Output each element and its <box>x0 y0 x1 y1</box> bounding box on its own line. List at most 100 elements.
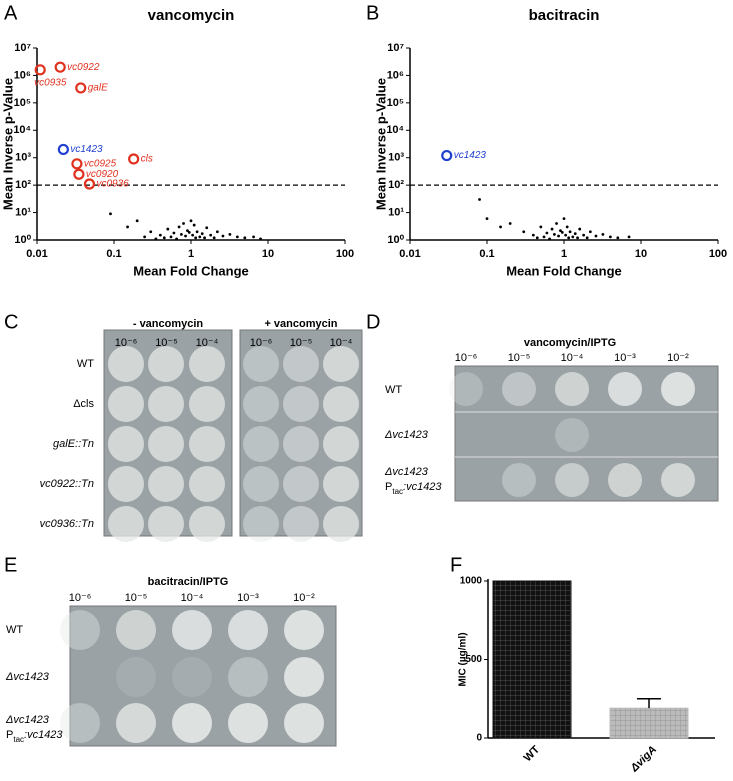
dilution-label: 10⁻⁶ <box>115 337 138 349</box>
colony-spot <box>172 610 212 650</box>
colony-spot <box>108 426 144 462</box>
colony-spot <box>189 506 225 542</box>
x-tick-label: 0.1 <box>106 248 121 260</box>
colony-spot <box>148 346 184 382</box>
y-axis-label: MIC (µg/ml) <box>458 632 469 686</box>
colony-spot <box>108 466 144 502</box>
highlight-point <box>54 61 66 73</box>
y-tick-label: 10⁶ <box>387 69 404 81</box>
point <box>235 235 239 239</box>
point <box>542 235 546 239</box>
point <box>576 236 579 240</box>
point <box>228 233 232 236</box>
highlight-point <box>83 178 96 190</box>
colony-spot <box>502 463 536 497</box>
colony-spot <box>502 372 536 406</box>
dilution-label: 10⁻⁴ <box>181 592 204 604</box>
point <box>143 235 147 239</box>
colony-spot <box>189 466 225 502</box>
colony-spot <box>228 657 268 697</box>
plate-title: bacitracin/IPTG <box>148 576 229 588</box>
point <box>172 231 176 235</box>
row-label: Ptac:vc1423 <box>6 729 63 744</box>
x-tick-label: 0.01 <box>399 248 420 260</box>
point <box>571 235 575 239</box>
label-part: :vc1423 <box>403 481 442 493</box>
point <box>568 230 572 234</box>
row-label: Δvc1423 <box>384 466 429 478</box>
point <box>555 222 558 225</box>
dilution-label: 10⁻⁶ <box>455 352 478 364</box>
point <box>135 219 139 223</box>
colony-spot <box>243 466 279 502</box>
point-label: galE <box>88 83 108 94</box>
point <box>565 225 569 229</box>
colony-spot <box>116 610 156 650</box>
point <box>177 225 181 229</box>
row-label: vc0936::Tn <box>40 518 94 530</box>
point <box>126 225 129 229</box>
colony-spot <box>148 466 184 502</box>
y-axis-label: Mean Inverse p-Value <box>0 78 15 210</box>
row-label: Δcls <box>73 398 94 410</box>
point <box>209 233 213 237</box>
point <box>582 233 586 237</box>
point-label: cls <box>141 154 153 165</box>
point <box>166 227 170 231</box>
plate-header: - vancomycin <box>133 318 204 330</box>
x-tick-label: 100 <box>709 248 727 260</box>
y-tick-label: 10⁴ <box>386 124 404 136</box>
point <box>187 230 191 234</box>
point <box>149 230 153 234</box>
colony-spot <box>449 372 483 406</box>
dilution-label: 10⁻⁴ <box>330 337 353 349</box>
colony-spot <box>148 506 184 542</box>
point <box>550 227 554 231</box>
highlight-point <box>57 143 69 156</box>
point <box>198 235 202 239</box>
point <box>531 233 535 237</box>
x-tick-label: 10 <box>262 248 274 260</box>
point <box>259 237 262 241</box>
point <box>252 235 255 239</box>
panel-letter: A <box>4 2 18 24</box>
point <box>175 237 178 241</box>
dilution-label: 10⁻⁵ <box>508 352 531 364</box>
dilution-label: 10⁻² <box>293 592 315 604</box>
colony-spot <box>189 426 225 462</box>
dilution-label: 10⁻³ <box>237 592 259 604</box>
label-part: tac <box>13 735 24 744</box>
highlight-point <box>128 153 140 165</box>
colony-spot <box>284 657 324 697</box>
point-label: vc0936 <box>96 179 129 190</box>
point <box>195 230 199 234</box>
point <box>191 233 195 237</box>
point <box>588 230 592 234</box>
point <box>192 223 196 227</box>
label-part: :vc1423 <box>24 729 63 741</box>
point <box>573 232 577 236</box>
point-label: vc0922 <box>67 62 100 73</box>
point <box>154 237 158 241</box>
y-tick-label: 10¹ <box>15 206 31 218</box>
colony-spot <box>284 703 324 743</box>
row-label: WT <box>77 358 94 370</box>
colony-spot <box>60 610 100 650</box>
point <box>243 236 247 240</box>
point <box>169 235 173 239</box>
colony-spot <box>323 386 359 422</box>
colony-spot <box>284 610 324 650</box>
error-bar <box>637 698 661 709</box>
colony-spot <box>172 703 212 743</box>
colony-spot <box>243 426 279 462</box>
point <box>522 230 526 234</box>
x-tick-label: ΔvigA <box>628 744 659 775</box>
point <box>508 222 512 225</box>
point <box>562 217 566 221</box>
panel-letter: B <box>366 2 379 24</box>
point <box>186 229 189 233</box>
dilution-label: 10⁻⁶ <box>69 592 92 604</box>
x-tick-label: 1 <box>561 248 567 260</box>
dilution-label: 10⁻⁵ <box>155 337 178 349</box>
